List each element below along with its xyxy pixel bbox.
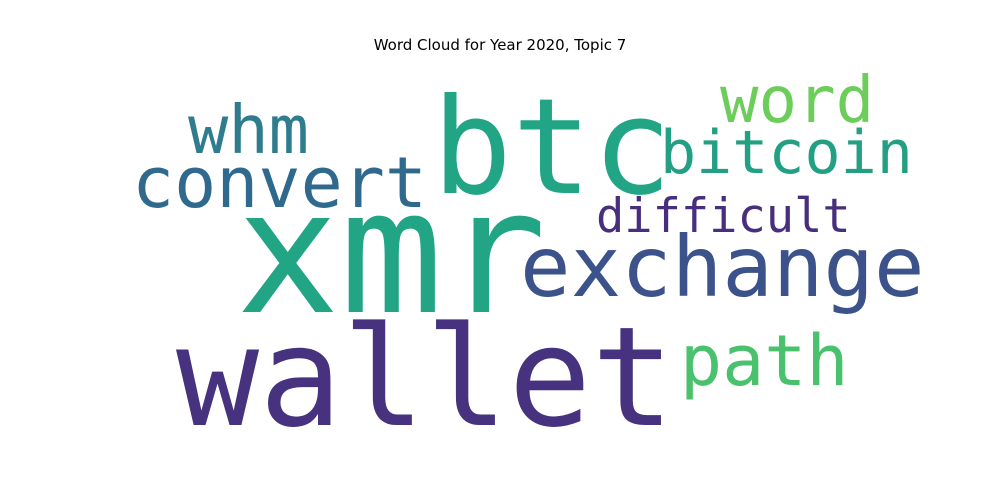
word-path: path [680, 320, 849, 402]
chart-title: Word Cloud for Year 2020, Topic 7 [373, 36, 627, 54]
word-xmr: xmr [236, 152, 547, 353]
word-wallet: wallet [176, 297, 675, 458]
word-bitcoin: bitcoin [660, 118, 913, 188]
word-word: word [720, 64, 874, 138]
word-whm: whm [188, 91, 309, 169]
word-exchange: exchange [520, 218, 925, 316]
word-btc: btc [432, 71, 672, 225]
word-difficult: difficult [596, 189, 851, 244]
word-convert: convert [132, 142, 427, 224]
